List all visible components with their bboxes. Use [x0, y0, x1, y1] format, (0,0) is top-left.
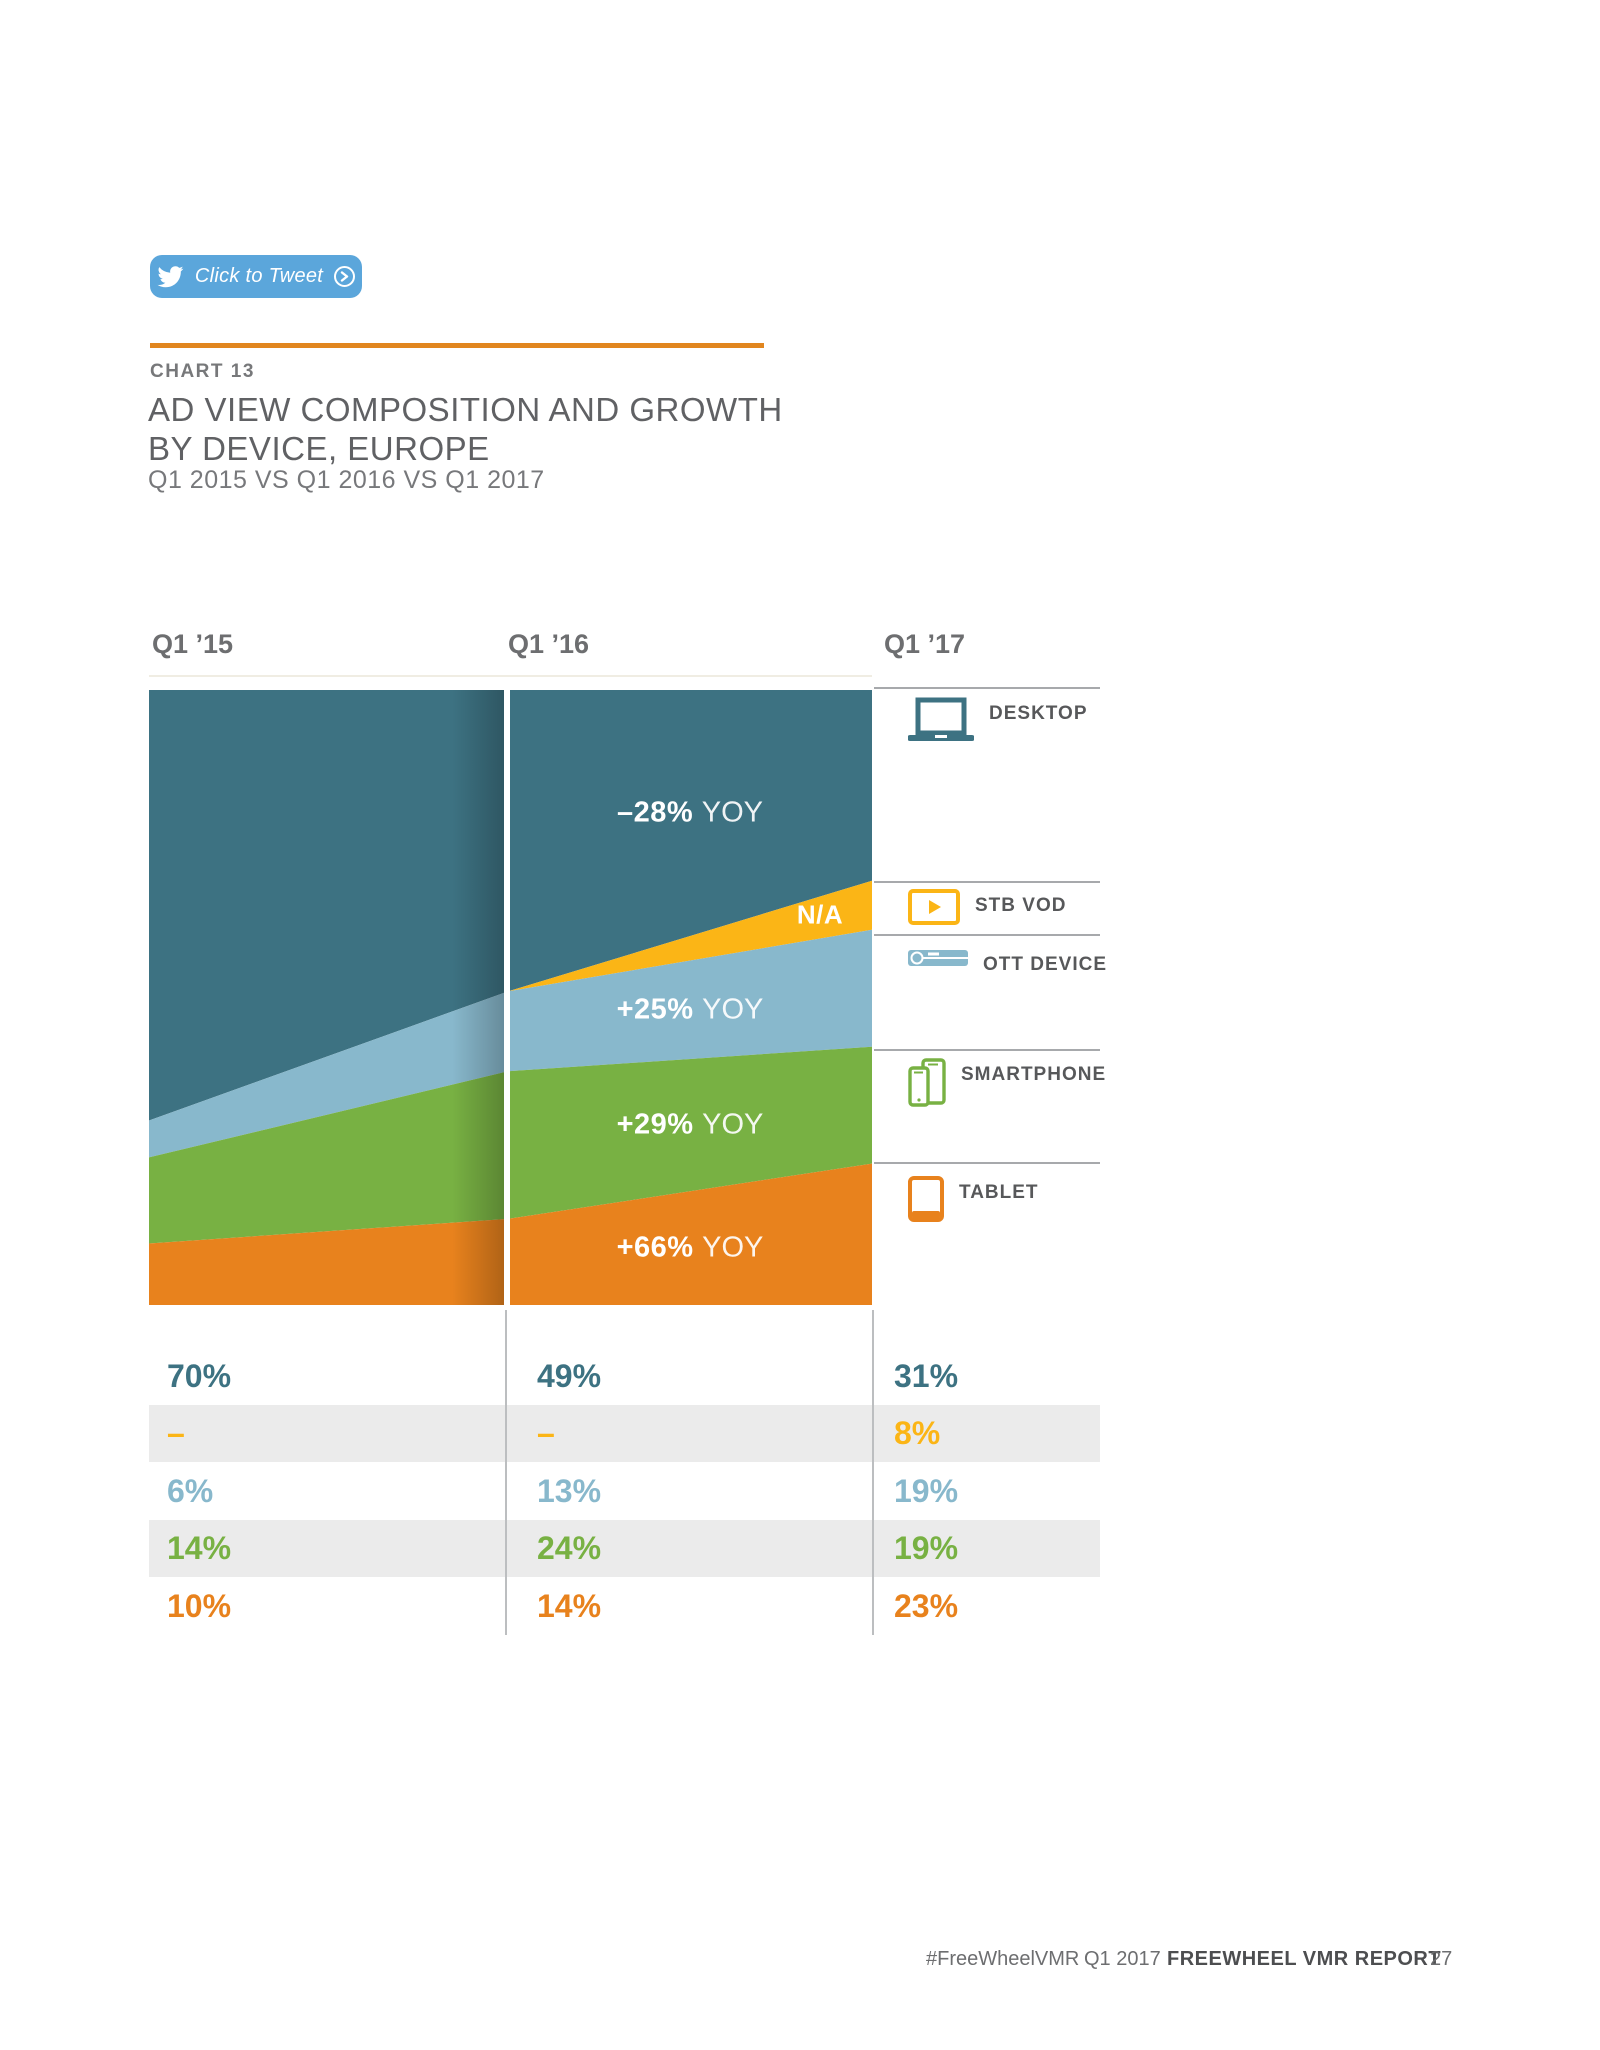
- footer-report-title: FREEWHEEL VMR REPORT: [1167, 1948, 1442, 1970]
- stb-vod-icon: [908, 889, 960, 930]
- yoy-label-ott-device: +25% YOY: [616, 993, 764, 1026]
- area-band-smartphone: [149, 1046, 872, 1244]
- chevron-right-icon: [334, 266, 356, 287]
- value-cell: 23%: [894, 1587, 959, 1624]
- legend-entry-desktop: DESKTOP: [907, 697, 1088, 750]
- chart-subtitle: Q1 2015 VS Q1 2016 VS Q1 2017: [148, 466, 545, 494]
- legend-label: OTT DEVICE: [983, 954, 1108, 975]
- value-row-tablet: 10% 14% 23%: [149, 1577, 1100, 1635]
- chart-top-rule: [149, 675, 872, 677]
- value-cell: 8%: [894, 1415, 941, 1451]
- column-header-2: Q1 ’16: [508, 629, 590, 659]
- legend-label: STB VOD: [975, 895, 1067, 916]
- value-cell: –: [537, 1415, 555, 1451]
- chart-title-line2: BY DEVICE, EUROPE: [148, 430, 490, 467]
- value-cell: 14%: [537, 1587, 602, 1624]
- area-band-tablet: [149, 1163, 872, 1305]
- table-divider-line: [505, 1310, 507, 1635]
- area-band-desktop: [149, 690, 872, 1121]
- table-divider-line: [872, 1310, 874, 1635]
- laptop-icon: [907, 697, 975, 750]
- legend-label: SMARTPHONE: [961, 1064, 1107, 1085]
- column-header-1: Q1 ’15: [152, 629, 234, 659]
- legend-separator-line: [874, 687, 1100, 689]
- legend-label: DESKTOP: [989, 703, 1088, 724]
- legend-entry-ott-device: OTT DEVICE: [908, 948, 1107, 976]
- twitter-bird-icon: [157, 265, 184, 287]
- yoy-label-smartphone: +29% YOY: [616, 1108, 764, 1141]
- legend-separator-line: [874, 1162, 1100, 1164]
- chart-title-line1: AD VIEW COMPOSITION AND GROWTH: [148, 391, 783, 428]
- panel-divider-gap: [504, 690, 510, 1305]
- value-row-desktop: 70% 49% 31%: [149, 1347, 1100, 1405]
- legend-entry-smartphone: SMARTPHONE: [908, 1058, 1106, 1113]
- value-cell: 19%: [894, 1530, 959, 1566]
- tweet-button-label: Click to Tweet: [194, 265, 324, 287]
- legend-separator-line: [874, 934, 1100, 936]
- value-row-stb-vod: – – 8%: [149, 1405, 1100, 1462]
- chart-number-label: CHART 13: [150, 361, 255, 382]
- value-cell: 24%: [537, 1530, 602, 1566]
- value-row-ott-device: 6% 13% 19%: [149, 1462, 1100, 1520]
- legend-label: TABLET: [959, 1182, 1039, 1203]
- panel-edge-shadow: [452, 690, 504, 1305]
- tablet-icon: [908, 1176, 944, 1227]
- value-cell: 19%: [894, 1472, 959, 1509]
- value-cell: 49%: [537, 1357, 602, 1394]
- value-cell: 6%: [167, 1472, 214, 1509]
- value-cell: 13%: [537, 1472, 602, 1509]
- chart-title: AD VIEW COMPOSITION AND GROWTH BY DEVICE…: [148, 390, 783, 468]
- click-to-tweet-button[interactable]: Click to Tweet: [150, 255, 362, 298]
- yoy-label-desktop: –28% YOY: [617, 796, 763, 829]
- smartphone-icon: [908, 1058, 946, 1113]
- legend-entry-stb-vod: STB VOD: [908, 889, 1066, 930]
- yoy-label-tablet: +66% YOY: [616, 1231, 764, 1264]
- yoy-label-stb-vod: N/A: [796, 899, 844, 930]
- area-band-ott-device: [149, 929, 872, 1158]
- value-cell: –: [167, 1415, 185, 1451]
- legend-entry-tablet: TABLET: [908, 1176, 1039, 1227]
- footer-page-number: 27: [1430, 1948, 1453, 1970]
- footer-quarter: Q1 2017: [1084, 1948, 1161, 1970]
- stacked-area-chart: –28% YOY N/A +25% YOY +29% YOY +66% YOY: [149, 690, 872, 1305]
- value-row-smartphone: 14% 24% 19%: [149, 1520, 1100, 1577]
- ott-stick-icon: [908, 948, 968, 973]
- value-cell: 10%: [167, 1587, 232, 1624]
- value-cell: 14%: [167, 1530, 232, 1566]
- area-band-stb-vod: [149, 880, 872, 1121]
- legend-separator-line: [874, 1049, 1100, 1051]
- value-cell: 31%: [894, 1357, 959, 1394]
- orange-divider: [150, 343, 764, 348]
- value-cell: 70%: [167, 1357, 232, 1394]
- column-header-3: Q1 ’17: [884, 629, 966, 659]
- legend-separator-line: [874, 881, 1100, 883]
- footer-hashtag: #FreeWheelVMR: [926, 1948, 1080, 1970]
